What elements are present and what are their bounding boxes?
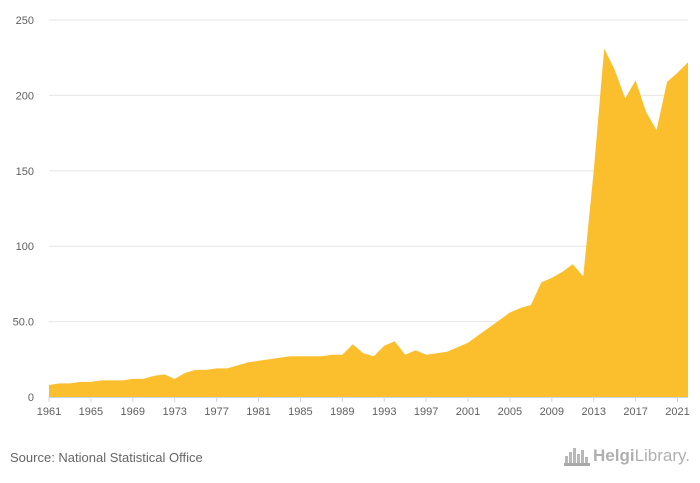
x-tick-label: 1997	[414, 406, 438, 418]
x-tick-label: 2017	[623, 406, 647, 418]
y-tick-label: 100	[16, 241, 34, 253]
x-tick-label: 1973	[162, 406, 186, 418]
x-tick-label: 1961	[37, 406, 61, 418]
y-tick-label: 150	[16, 166, 34, 178]
x-axis-tick-labels: 1961 1965 1969 1973 1977 1981 1985 1989 1993 1997…	[37, 397, 690, 418]
brand-name-bold: Helgi	[593, 446, 635, 465]
source-note: Source: National Statistical Office	[10, 450, 203, 465]
x-tick-label: 1985	[288, 406, 312, 418]
y-tick-label: 250	[16, 15, 34, 27]
x-tick-label: 1977	[204, 406, 228, 418]
x-tick-label: 1965	[79, 406, 103, 418]
x-tick-label: 1993	[372, 406, 396, 418]
x-tick-label: 2005	[498, 406, 522, 418]
x-tick-label: 1989	[330, 406, 354, 418]
x-tick-label: 2021	[665, 406, 689, 418]
x-tick-label: 2013	[581, 406, 605, 418]
data-area-series	[49, 48, 688, 398]
x-tick-label: 2001	[456, 406, 480, 418]
y-tick-label: 0	[28, 392, 34, 404]
y-tick-label: 50.0	[13, 317, 34, 329]
y-tick-label: 200	[16, 90, 34, 102]
brand-name-light: Library.	[634, 446, 690, 465]
y-axis-tick-labels: 0 50.0 100 150 200 250	[13, 15, 34, 404]
helgilibrary-logo[interactable]: Helgi Library.	[564, 446, 690, 466]
x-tick-label: 2009	[540, 406, 564, 418]
x-tick-label: 1981	[246, 406, 270, 418]
x-tick-label: 1969	[121, 406, 145, 418]
city-skyline-icon	[564, 448, 590, 466]
